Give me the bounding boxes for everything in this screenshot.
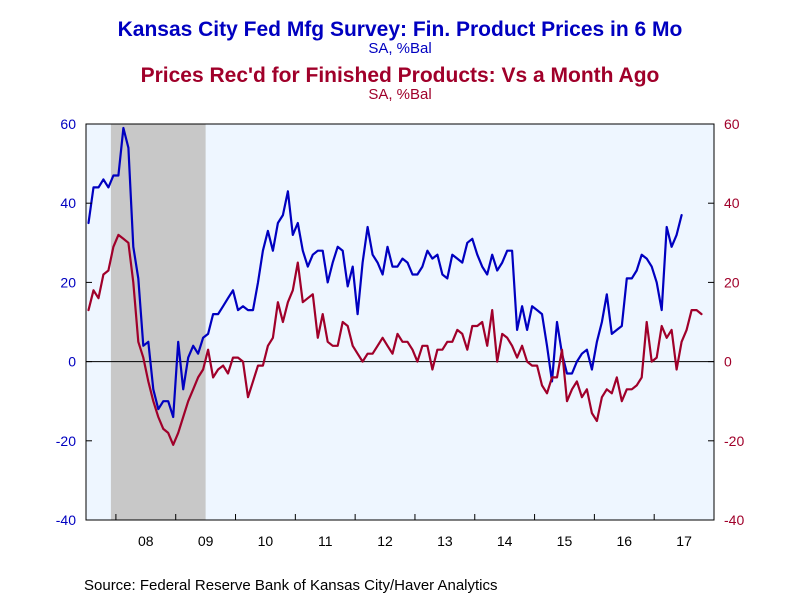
y2-tick-label: -20 [724,433,744,449]
x-tick-label: 12 [377,533,393,549]
y2-tick-label: 20 [724,274,740,290]
chart-title-2: Prices Rec'd for Finished Products: Vs a… [140,64,660,87]
source-note: Source: Federal Reserve Bank of Kansas C… [84,577,498,594]
x-tick-label: 08 [138,533,154,549]
series-line-2 [87,233,703,446]
x-tick-label: 09 [198,533,214,549]
y-tick-label: 20 [60,274,76,290]
x-tick-label: 14 [497,533,513,549]
x-tick-label: 15 [557,533,573,549]
chart-title: Kansas City Fed Mfg Survey: Fin. Product… [117,18,683,41]
y2-tick-label: 60 [724,116,740,132]
y2-tick-label: -40 [724,512,744,528]
y-tick-label: -20 [56,433,76,449]
y-tick-label: -40 [56,512,76,528]
x-tick-label: 13 [437,533,453,549]
recession-shading [110,124,206,520]
chart-subtitle-2: SA, %Bal [368,86,432,103]
y-tick-label: 60 [60,116,76,132]
x-tick-label: 10 [258,533,274,549]
x-tick-label: 11 [318,533,333,549]
x-tick-label: 17 [676,533,692,549]
x-tick-label: 16 [616,533,632,549]
chart-subtitle: SA, %Bal [368,40,432,57]
y2-tick-label: 0 [724,354,732,370]
series-line-1 [87,126,683,419]
y-tick-label: 40 [60,195,76,211]
plot-frame [85,123,715,521]
y2-tick-label: 40 [724,195,740,211]
y-tick-label: 0 [68,354,76,370]
